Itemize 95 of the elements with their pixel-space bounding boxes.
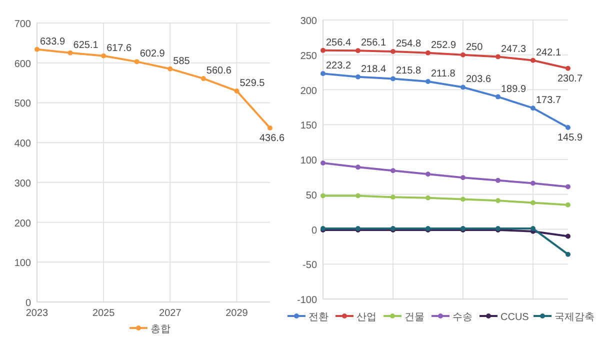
y-tick-label: 250 — [300, 50, 318, 62]
data-label: 203.6 — [466, 74, 492, 86]
data-label: 250 — [466, 42, 484, 53]
y-tick-label: 500 — [14, 98, 32, 110]
y-tick-label: 200 — [14, 218, 32, 230]
point — [530, 200, 536, 206]
y-tick-label: 200 — [300, 86, 318, 97]
point — [390, 76, 396, 82]
data-label: 218.4 — [361, 64, 386, 75]
x-tick-label: 2029 — [226, 308, 248, 319]
point — [356, 193, 360, 198]
point — [530, 106, 536, 111]
point — [320, 160, 326, 166]
point — [426, 172, 430, 177]
point — [426, 79, 430, 84]
point — [390, 168, 396, 174]
point — [460, 196, 466, 202]
y-tick-label: 150 — [300, 120, 318, 132]
legend-label: 총합 — [150, 324, 170, 335]
data-label: 585 — [173, 56, 190, 67]
data-label: 242.1 — [536, 47, 562, 58]
y-tick-label: 100 — [14, 258, 32, 270]
x-tick-label: 2023 — [26, 308, 49, 319]
legend-label: 수송 — [452, 312, 472, 323]
data-label: 560.6 — [206, 66, 232, 77]
data-label: 256.1 — [361, 38, 386, 49]
y-tick-label: 100 — [300, 156, 318, 166]
point — [356, 48, 360, 54]
data-label: 256.4 — [326, 37, 352, 48]
point — [530, 58, 536, 63]
point — [390, 194, 396, 200]
point — [356, 164, 360, 170]
point — [460, 84, 466, 90]
data-label: 602.9 — [140, 48, 166, 60]
data-label: 211.8 — [431, 68, 456, 80]
point — [134, 59, 140, 64]
point — [566, 202, 570, 208]
point — [496, 198, 500, 204]
point — [530, 226, 536, 232]
point — [426, 195, 430, 200]
y-tick-label: -100 — [296, 295, 318, 306]
point — [460, 52, 466, 58]
data-label: 215.8 — [396, 66, 422, 77]
y-tick-label: 300 — [14, 178, 32, 190]
data-label: 625.1 — [73, 40, 99, 51]
x-tick-label: 2027 — [159, 308, 182, 319]
data-label: 254.8 — [396, 38, 422, 50]
point — [200, 76, 206, 82]
point — [530, 180, 536, 186]
point — [356, 74, 360, 80]
data-label: 189.9 — [501, 84, 526, 95]
data-label: 633.9 — [40, 36, 66, 48]
legend-label: 전환 — [308, 312, 328, 323]
point — [268, 125, 272, 130]
legend-label: 국제감축 — [554, 312, 594, 323]
data-label: 230.7 — [557, 73, 583, 84]
data-label: 173.7 — [536, 95, 562, 106]
point — [320, 48, 326, 53]
point — [101, 53, 106, 58]
point — [566, 234, 570, 239]
point — [566, 184, 570, 190]
point — [320, 193, 326, 198]
point — [566, 252, 570, 257]
y-tick-label: 0 — [311, 225, 318, 236]
legend-label: 산업 — [356, 312, 376, 323]
legend-label: CCUS — [500, 312, 530, 323]
point — [496, 54, 500, 60]
y-tick-label: 400 — [14, 138, 32, 150]
y-tick-label: 0 — [25, 298, 32, 309]
point — [168, 66, 173, 72]
y-tick-label: 600 — [14, 58, 32, 70]
point — [460, 175, 466, 180]
data-label: 223.2 — [326, 60, 352, 72]
y-tick-label: 50 — [306, 190, 318, 202]
x-tick-label: 2025 — [92, 308, 116, 319]
point — [496, 178, 500, 183]
legend-label: 건물 — [404, 312, 424, 323]
data-label: 252.9 — [431, 40, 456, 51]
point — [68, 50, 73, 56]
data-label: 617.6 — [106, 42, 132, 54]
point — [320, 71, 326, 76]
data-label: 247.3 — [501, 44, 526, 55]
point — [426, 50, 430, 56]
y-tick-label: 700 — [14, 19, 32, 30]
point — [496, 94, 500, 100]
data-label: 529.5 — [240, 78, 266, 89]
point — [566, 66, 570, 71]
point — [234, 88, 240, 94]
y-tick-label: -50 — [302, 260, 318, 272]
point — [390, 49, 396, 54]
y-tick-label: 300 — [300, 16, 318, 27]
point — [34, 46, 40, 52]
data-label: 436.6 — [259, 132, 285, 144]
point — [566, 124, 570, 130]
data-label: 145.9 — [557, 132, 583, 144]
